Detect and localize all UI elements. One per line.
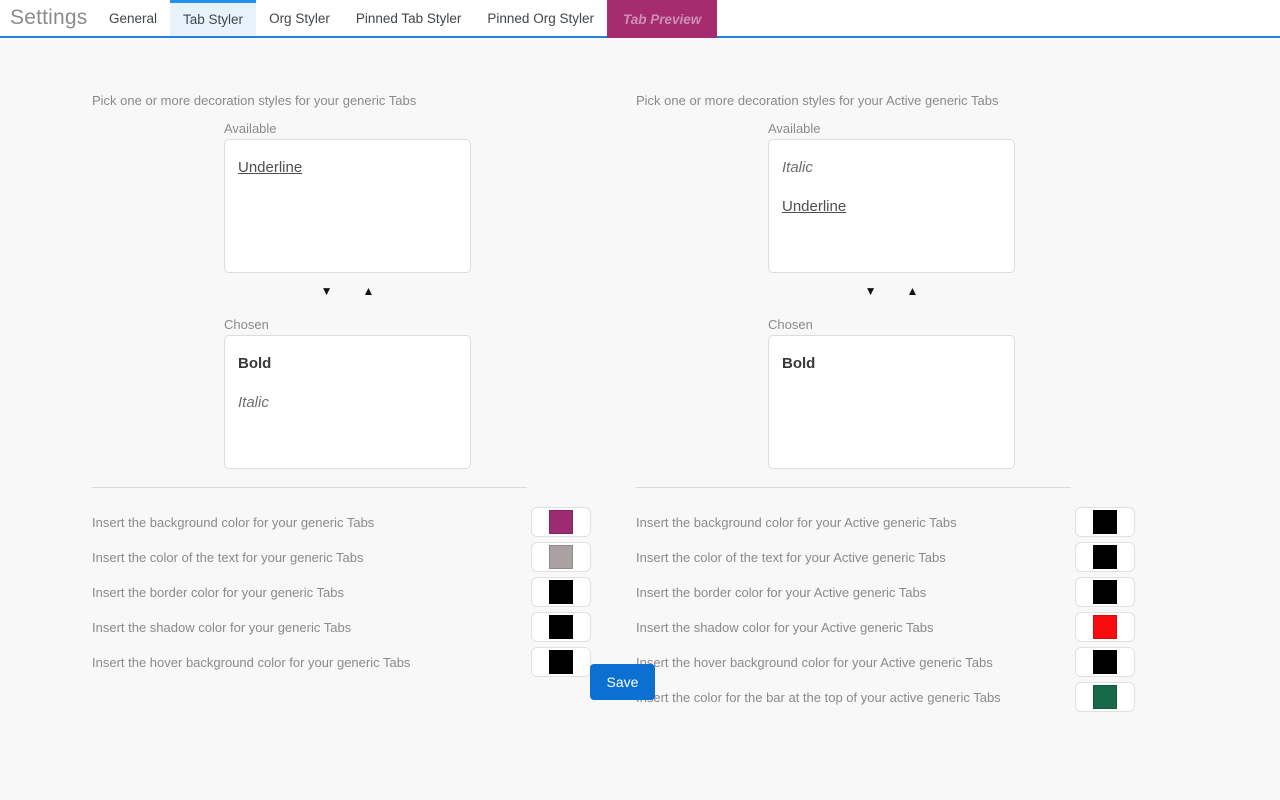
- color-row-shadow: Insert the shadow color for your Active …: [636, 612, 1135, 642]
- active-background-color-picker-button[interactable]: [1075, 507, 1135, 537]
- tab-tab-preview[interactable]: Tab Preview: [606, 0, 718, 38]
- chosen-listbox-active[interactable]: Bold: [768, 335, 1015, 469]
- hover-background-color-picker-button[interactable]: [531, 647, 591, 677]
- color-row-label: Insert the background color for your gen…: [92, 514, 375, 530]
- up-arrow-icon: ▲: [906, 284, 919, 298]
- move-to-available-button[interactable]: ▲: [355, 282, 383, 300]
- active-text-color-picker-button[interactable]: [1075, 542, 1135, 572]
- color-row-label: Insert the color of the text for your ge…: [92, 549, 364, 565]
- move-to-chosen-button[interactable]: ▼: [857, 282, 885, 300]
- color-rows-active: Insert the background color for your Act…: [636, 507, 1135, 712]
- tab-pinned-tab-styler[interactable]: Pinned Tab Styler: [355, 10, 462, 26]
- move-controls-generic: ▼ ▲: [224, 282, 471, 300]
- color-row-top-bar: Insert the color for the bar at the top …: [636, 682, 1135, 712]
- active-top-bar-color-picker-button[interactable]: [1075, 682, 1135, 712]
- color-swatch: [549, 545, 573, 569]
- color-swatch: [549, 650, 573, 674]
- color-swatch: [549, 580, 573, 604]
- list-item-underline[interactable]: Underline: [238, 159, 303, 176]
- color-row-shadow: Insert the shadow color for your generic…: [92, 612, 591, 642]
- color-swatch: [1093, 510, 1117, 534]
- shadow-color-picker-button[interactable]: [531, 612, 591, 642]
- move-controls-active: ▼ ▲: [768, 282, 1015, 300]
- active-border-color-picker-button[interactable]: [1075, 577, 1135, 607]
- border-color-picker-button[interactable]: [531, 577, 591, 607]
- color-row-label: Insert the border color for your Active …: [636, 584, 927, 600]
- color-row-background: Insert the background color for your gen…: [92, 507, 591, 537]
- section-divider: [636, 487, 1071, 488]
- color-swatch: [1093, 580, 1117, 604]
- tab-org-styler[interactable]: Org Styler: [269, 10, 330, 26]
- color-swatch: [1093, 615, 1117, 639]
- instruction-generic: Pick one or more decoration styles for y…: [92, 93, 417, 108]
- chosen-listbox-generic[interactable]: Bold Italic: [224, 335, 471, 469]
- section-divider: [92, 487, 527, 488]
- tab-tab-styler[interactable]: Tab Styler: [170, 0, 257, 36]
- page-title: Settings: [10, 6, 88, 29]
- instruction-active: Pick one or more decoration styles for y…: [636, 93, 999, 108]
- color-row-label: Insert the color for the bar at the top …: [636, 689, 1001, 705]
- color-row-text: Insert the color of the text for your Ac…: [636, 542, 1135, 572]
- color-row-text: Insert the color of the text for your ge…: [92, 542, 591, 572]
- list-item-italic[interactable]: Italic: [782, 159, 813, 176]
- color-row-hover-background: Insert the hover background color for yo…: [92, 647, 591, 677]
- list-item-bold[interactable]: Bold: [782, 355, 816, 372]
- panel-generic-tabs: Pick one or more decoration styles for y…: [92, 93, 591, 682]
- background-color-picker-button[interactable]: [531, 507, 591, 537]
- available-listbox-generic[interactable]: Underline: [224, 139, 471, 273]
- color-swatch: [1093, 545, 1117, 569]
- available-label: Available: [768, 121, 821, 136]
- color-row-hover-background: Insert the hover background color for yo…: [636, 647, 1135, 677]
- save-button[interactable]: Save: [590, 664, 655, 700]
- color-row-label: Insert the color of the text for your Ac…: [636, 549, 946, 565]
- color-row-label: Insert the hover background color for yo…: [92, 654, 411, 670]
- available-label: Available: [224, 121, 277, 136]
- panel-active-generic-tabs: Pick one or more decoration styles for y…: [636, 93, 1135, 717]
- settings-header: Settings General Tab Styler Org Styler P…: [0, 0, 1280, 38]
- up-arrow-icon: ▲: [362, 284, 375, 298]
- color-swatch: [549, 510, 573, 534]
- color-row-label: Insert the shadow color for your Active …: [636, 619, 934, 635]
- color-row-label: Insert the border color for your generic…: [92, 584, 344, 600]
- available-listbox-active[interactable]: Italic Underline: [768, 139, 1015, 273]
- tab-pinned-org-styler[interactable]: Pinned Org Styler: [487, 10, 594, 26]
- move-to-chosen-button[interactable]: ▼: [313, 282, 341, 300]
- chosen-label: Chosen: [224, 317, 269, 332]
- color-row-border: Insert the border color for your generic…: [92, 577, 591, 607]
- color-row-label: Insert the background color for your Act…: [636, 514, 957, 530]
- color-swatch: [1093, 685, 1117, 709]
- color-row-border: Insert the border color for your Active …: [636, 577, 1135, 607]
- tab-general[interactable]: General: [109, 10, 158, 26]
- down-arrow-icon: ▼: [320, 284, 333, 298]
- color-swatch: [549, 615, 573, 639]
- color-row-label: Insert the hover background color for yo…: [636, 654, 993, 670]
- color-rows-generic: Insert the background color for your gen…: [92, 507, 591, 677]
- list-item-bold[interactable]: Bold: [238, 355, 272, 372]
- tab-styler-content: Pick one or more decoration styles for y…: [0, 38, 1280, 798]
- chosen-label: Chosen: [768, 317, 813, 332]
- list-item-italic[interactable]: Italic: [238, 394, 269, 411]
- down-arrow-icon: ▼: [864, 284, 877, 298]
- move-to-available-button[interactable]: ▲: [899, 282, 927, 300]
- active-hover-background-color-picker-button[interactable]: [1075, 647, 1135, 677]
- color-row-label: Insert the shadow color for your generic…: [92, 619, 352, 635]
- color-swatch: [1093, 650, 1117, 674]
- tab-bar: General Tab Styler Org Styler Pinned Tab…: [96, 0, 718, 38]
- active-shadow-color-picker-button[interactable]: [1075, 612, 1135, 642]
- list-item-underline[interactable]: Underline: [782, 198, 847, 215]
- text-color-picker-button[interactable]: [531, 542, 591, 572]
- color-row-background: Insert the background color for your Act…: [636, 507, 1135, 537]
